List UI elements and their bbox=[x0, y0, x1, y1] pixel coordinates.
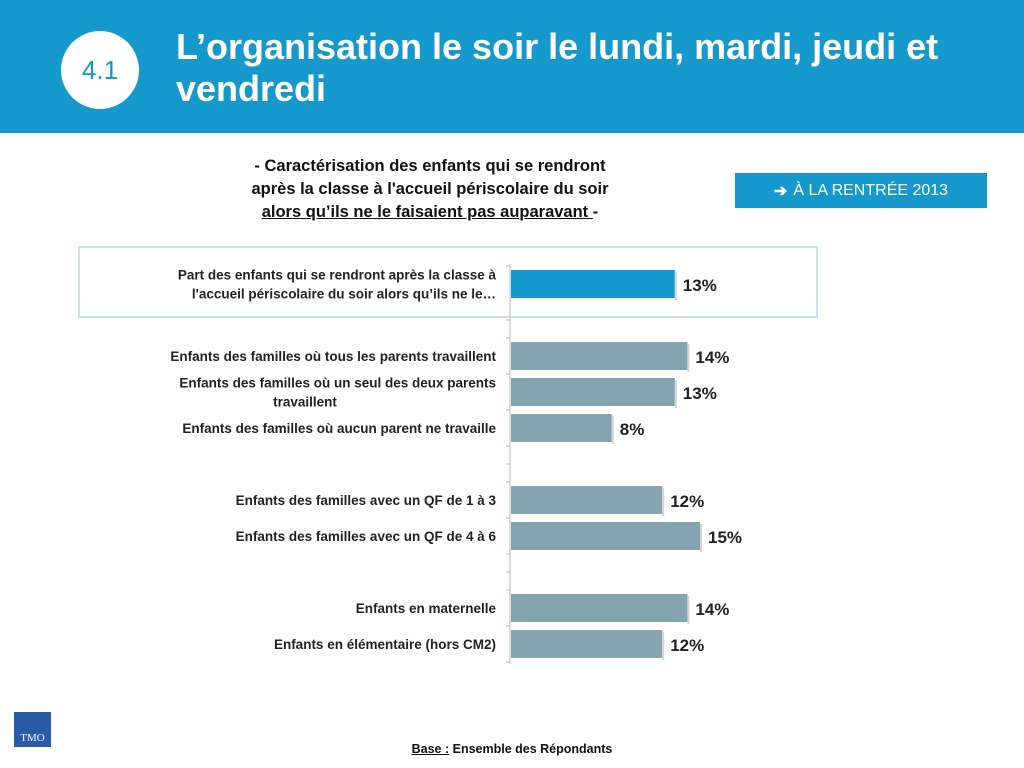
data-label: 12% bbox=[670, 492, 704, 511]
subtitle-line-3: alors qu’ils ne le faisaient pas auparav… bbox=[185, 201, 675, 224]
subtitle-tail: - bbox=[592, 203, 599, 221]
data-label: 14% bbox=[695, 600, 729, 619]
base-note: Base : Ensemble des Répondants bbox=[0, 742, 1024, 756]
base-label: Base : bbox=[411, 742, 450, 756]
bar-shadow bbox=[674, 380, 677, 408]
category-label: Enfants des familles avec un QF de 1 à 3 bbox=[236, 493, 497, 508]
bar-shadow bbox=[674, 272, 677, 300]
bar-shadow bbox=[700, 524, 702, 552]
category-label: Enfants des familles où un seul des deux… bbox=[179, 376, 496, 391]
data-label: 8% bbox=[620, 420, 645, 439]
page-title: L’organisation le soir le lundi, mardi, … bbox=[176, 26, 939, 109]
bar-shadow bbox=[687, 596, 690, 624]
rentree-tag-text: À LA RENTRÉE 2013 bbox=[793, 181, 949, 199]
category-label: Enfants en élémentaire (hors CM2) bbox=[274, 637, 496, 652]
category-label: l'accueil périscolaire du soir alors qu’… bbox=[192, 287, 496, 302]
arrow-right-icon: ➔ bbox=[773, 182, 788, 200]
bar bbox=[511, 486, 663, 514]
bar-shadow bbox=[611, 416, 614, 444]
tmo-logo: TMO bbox=[14, 712, 51, 747]
highlight-frame bbox=[78, 246, 818, 318]
subtitle-line-1: - Caractérisation des enfants qui se ren… bbox=[254, 157, 606, 175]
subtitle-underlined-text: alors qu’ils ne le faisaient pas auparav… bbox=[261, 203, 593, 221]
data-label: 15% bbox=[708, 528, 742, 547]
category-label: Enfants des familles où tous les parents… bbox=[170, 349, 496, 364]
category-label: Enfants des familles où aucun parent ne … bbox=[182, 421, 496, 436]
data-label: 13% bbox=[683, 384, 717, 403]
header-banner: 4.1 L’organisation le soir le lundi, mar… bbox=[0, 0, 1024, 133]
bar bbox=[511, 270, 675, 298]
bar bbox=[511, 594, 688, 622]
subtitle-line-2: après la classe à l'accueil périscolaire… bbox=[251, 180, 609, 198]
bar bbox=[511, 342, 688, 370]
section-number-badge: 4.1 bbox=[61, 31, 139, 109]
category-label: Enfants des familles avec un QF de 4 à 6 bbox=[236, 529, 497, 544]
base-text: Ensemble des Répondants bbox=[449, 742, 613, 756]
category-label: travaillent bbox=[273, 395, 337, 410]
bar bbox=[511, 522, 700, 550]
chart-subtitle: - Caractérisation des enfants qui se ren… bbox=[185, 155, 675, 224]
bar bbox=[511, 414, 612, 442]
bar bbox=[511, 630, 663, 658]
bar-shadow bbox=[687, 344, 690, 372]
category-label: Enfants en maternelle bbox=[356, 601, 497, 616]
category-label: Part des enfants qui se rendront après l… bbox=[178, 268, 497, 283]
bar-shadow bbox=[662, 632, 665, 660]
data-label: 12% bbox=[670, 636, 704, 655]
rentree-tag: ➔ À LA RENTRÉE 2013 bbox=[735, 173, 987, 208]
bar-shadow bbox=[662, 488, 665, 516]
data-label: 14% bbox=[695, 348, 729, 367]
bar bbox=[511, 378, 675, 406]
data-label: 13% bbox=[683, 276, 717, 295]
